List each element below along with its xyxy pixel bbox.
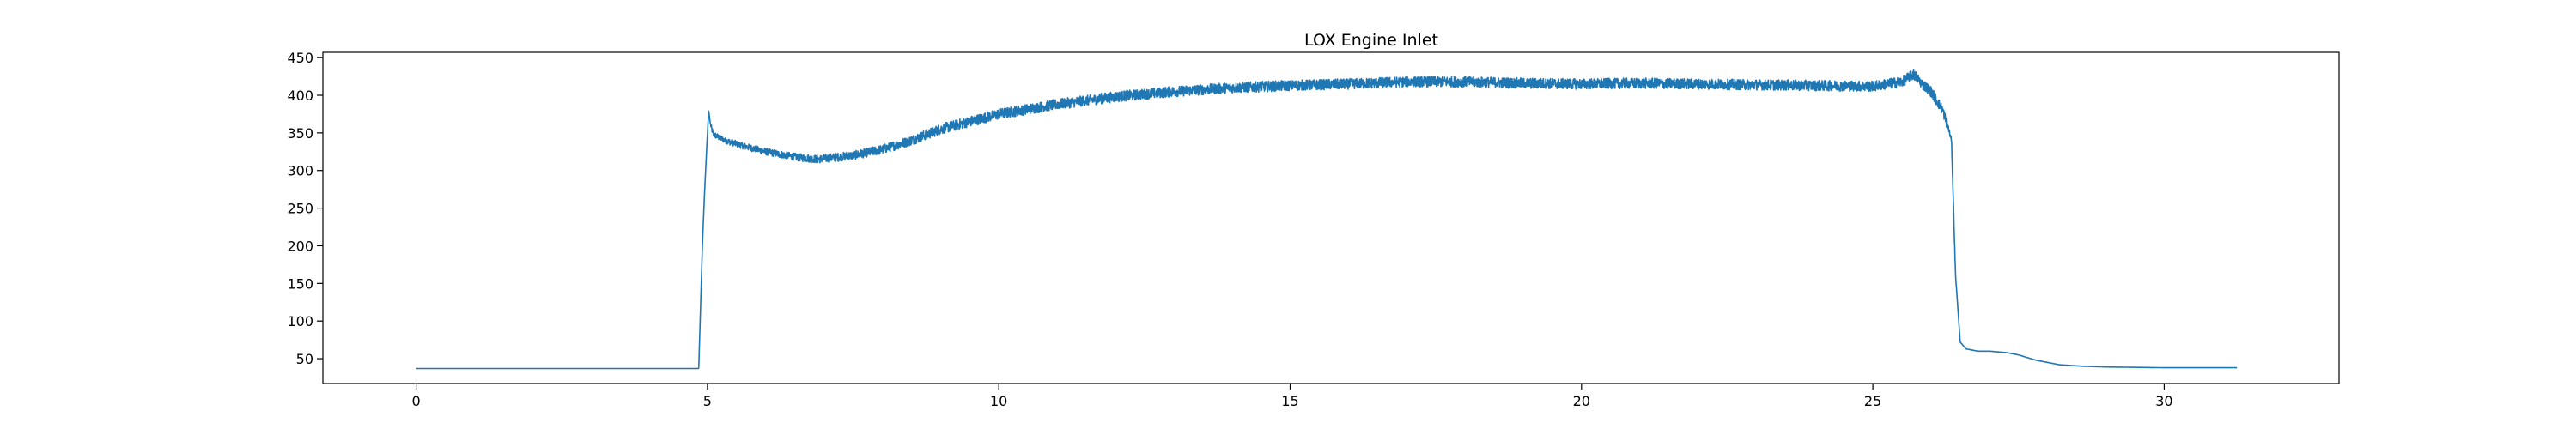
y-tick-label: 200 xyxy=(287,238,313,254)
plot-area xyxy=(322,51,2340,384)
x-tick-label: 0 xyxy=(411,393,420,409)
x-tick-label: 10 xyxy=(990,393,1007,409)
y-tick-label: 300 xyxy=(287,163,313,179)
y-tick-label: 100 xyxy=(287,313,313,329)
x-tick-label: 25 xyxy=(1864,393,1881,409)
x-tick-label: 15 xyxy=(1281,393,1298,409)
y-tick-label: 150 xyxy=(287,275,313,292)
x-tick-label: 5 xyxy=(703,393,712,409)
y-tick-label: 400 xyxy=(287,88,313,104)
axes-frame xyxy=(322,51,2340,384)
chart-title: LOX Engine Inlet xyxy=(1304,31,1438,50)
series-layer xyxy=(416,69,2238,370)
y-axis: 50 100 150 200 250 300 350 400 450 xyxy=(287,50,323,367)
y-tick-label: 50 xyxy=(296,351,313,367)
y-tick-label: 350 xyxy=(287,125,313,142)
y-tick-label: 250 xyxy=(287,201,313,217)
y-tick-label: 450 xyxy=(287,50,313,66)
x-tick-label: 30 xyxy=(2155,393,2172,409)
series-line xyxy=(416,69,2238,370)
x-tick-label: 20 xyxy=(1573,393,1590,409)
x-axis: 0 5 10 15 20 25 30 xyxy=(411,384,2173,409)
